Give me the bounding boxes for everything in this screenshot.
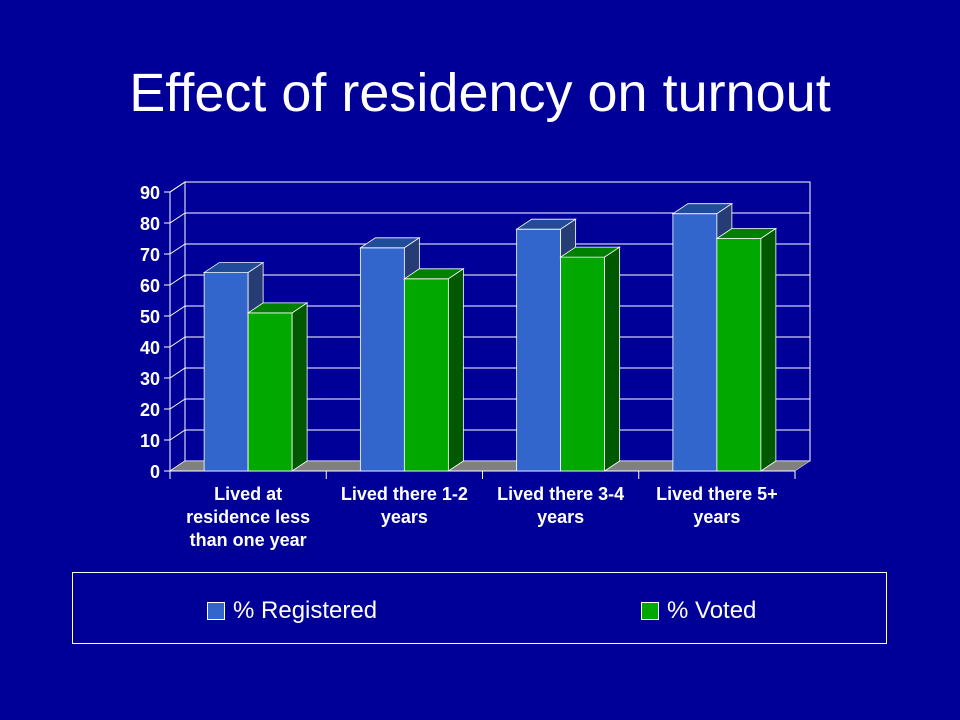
- legend-label-registered: % Registered: [233, 597, 378, 624]
- bar-side: [447, 268, 464, 472]
- bar-front: [247, 312, 293, 472]
- y-tick-label: 10: [140, 431, 160, 451]
- x-category-label: than one year: [190, 530, 307, 550]
- gridline-side: [169, 398, 186, 410]
- slide-title: Effect of residency on turnout: [129, 63, 831, 123]
- bar-front: [672, 213, 718, 472]
- x-category-label: Lived there 1-2: [341, 484, 468, 504]
- gridline-side: [169, 212, 186, 224]
- legend-swatch-voted: [641, 602, 659, 620]
- y-tick-label: 70: [140, 245, 160, 265]
- plot-side-wall: [169, 181, 186, 472]
- bar-front: [560, 256, 606, 472]
- chart-legend: % Registered % Voted: [72, 572, 887, 644]
- y-tick-label: 60: [140, 276, 160, 296]
- y-tick-label: 40: [140, 338, 160, 358]
- legend-item-registered: % Registered: [207, 599, 377, 623]
- x-category-label: years: [693, 507, 740, 527]
- legend-label-voted: % Voted: [667, 597, 757, 624]
- gridline-side: [169, 181, 186, 193]
- bar-front: [403, 278, 449, 472]
- bar-side: [760, 227, 777, 472]
- legend-swatch-registered: [207, 602, 225, 620]
- gridline-side: [169, 336, 186, 348]
- bar-side: [604, 246, 621, 472]
- bar-front: [203, 272, 249, 472]
- gridline-side: [169, 367, 186, 379]
- gridline-side: [169, 429, 186, 441]
- y-tick-label: 30: [140, 369, 160, 389]
- x-category-label: Lived at: [214, 484, 282, 504]
- y-tick-label: 20: [140, 400, 160, 420]
- y-tick-label: 0: [150, 462, 160, 482]
- y-tick-label: 80: [140, 214, 160, 234]
- bar-side: [291, 302, 308, 472]
- x-category-label: Lived there 5+: [656, 484, 778, 504]
- gridline-side: [169, 305, 186, 317]
- y-tick-label: 50: [140, 307, 160, 327]
- bar-front: [359, 247, 405, 472]
- gridline-side: [169, 274, 186, 286]
- bar-front: [516, 228, 562, 472]
- x-category-label: years: [381, 507, 428, 527]
- y-tick-label: 90: [140, 183, 160, 203]
- bar-front: [716, 238, 762, 472]
- x-category-label: residence less: [186, 507, 310, 527]
- gridline-side: [169, 243, 186, 255]
- x-category-label: years: [537, 507, 584, 527]
- x-category-label: Lived there 3-4: [497, 484, 624, 504]
- legend-item-voted: % Voted: [641, 599, 756, 623]
